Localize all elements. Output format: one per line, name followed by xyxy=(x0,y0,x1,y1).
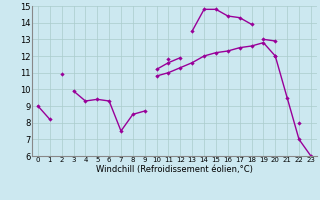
X-axis label: Windchill (Refroidissement éolien,°C): Windchill (Refroidissement éolien,°C) xyxy=(96,165,253,174)
